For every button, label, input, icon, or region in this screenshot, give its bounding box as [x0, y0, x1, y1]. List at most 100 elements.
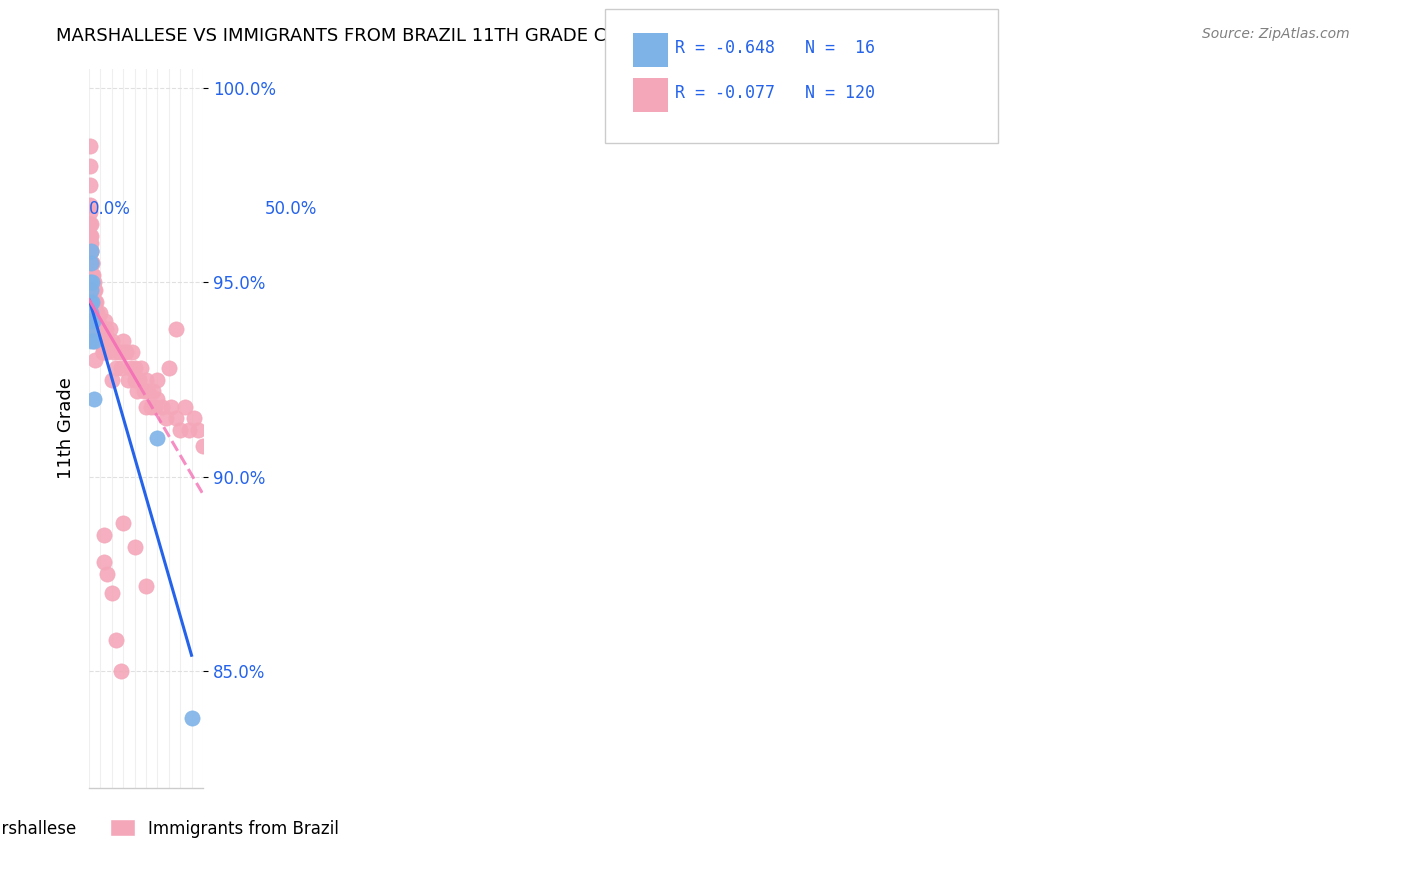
Point	[80, 268, 103, 282]
Point	[97, 334, 120, 348]
Point	[80, 256, 103, 270]
Point	[79, 236, 101, 251]
Point	[82, 283, 104, 297]
Point	[96, 566, 118, 581]
Point	[94, 322, 117, 336]
Point	[86, 306, 108, 320]
Text: MARSHALLESE VS IMMIGRANTS FROM BRAZIL 11TH GRADE CORRELATION CHART: MARSHALLESE VS IMMIGRANTS FROM BRAZIL 11…	[56, 27, 789, 45]
Point	[86, 322, 108, 336]
Point	[84, 283, 107, 297]
Point	[93, 334, 115, 348]
Point	[135, 373, 157, 387]
Point	[83, 314, 105, 328]
Point	[83, 283, 105, 297]
Point	[82, 268, 104, 282]
Point	[80, 236, 103, 251]
Point	[157, 360, 180, 375]
Point	[112, 516, 135, 531]
Point	[131, 360, 153, 375]
Point	[112, 345, 135, 359]
Point	[84, 306, 107, 320]
Point	[173, 400, 195, 414]
Point	[93, 555, 115, 569]
Point	[135, 579, 157, 593]
Point	[80, 294, 103, 309]
Point	[105, 633, 128, 648]
Point	[136, 384, 159, 399]
Point	[79, 276, 101, 290]
Point	[107, 345, 129, 359]
Point	[125, 384, 148, 399]
Point	[114, 345, 136, 359]
Point	[105, 360, 128, 375]
Point	[86, 314, 108, 328]
Point	[80, 294, 103, 309]
Point	[82, 306, 104, 320]
Point	[142, 384, 165, 399]
Point	[90, 322, 112, 336]
Point	[80, 256, 103, 270]
Point	[110, 360, 132, 375]
Legend: Marshallese, Immigrants from Brazil: Marshallese, Immigrants from Brazil	[0, 813, 346, 844]
Point	[82, 294, 104, 309]
Point	[101, 334, 124, 348]
Point	[94, 314, 117, 328]
Point	[121, 345, 143, 359]
Point	[83, 392, 105, 406]
Point	[91, 345, 114, 359]
Point	[80, 244, 103, 259]
Point	[79, 256, 101, 270]
Point	[79, 236, 101, 251]
Point	[146, 431, 169, 445]
Point	[165, 322, 187, 336]
Point	[79, 217, 101, 231]
Point	[101, 373, 124, 387]
Point	[80, 256, 103, 270]
Point	[83, 334, 105, 348]
Point	[79, 159, 101, 173]
Point	[146, 373, 169, 387]
Point	[83, 353, 105, 368]
Point	[83, 314, 105, 328]
Point	[80, 283, 103, 297]
Point	[103, 345, 125, 359]
Point	[79, 178, 101, 193]
Point	[79, 256, 101, 270]
Point	[83, 276, 105, 290]
Point	[82, 256, 104, 270]
Point	[84, 294, 107, 309]
Point	[169, 423, 191, 437]
Point	[82, 302, 104, 317]
Point	[79, 244, 101, 259]
Point	[80, 283, 103, 297]
Point	[89, 306, 111, 320]
Point	[150, 400, 173, 414]
Point	[82, 314, 104, 328]
Point	[80, 244, 103, 259]
Point	[101, 586, 124, 600]
Point	[179, 423, 201, 437]
Point	[80, 294, 103, 309]
Text: Source: ZipAtlas.com: Source: ZipAtlas.com	[1202, 27, 1350, 41]
Point	[83, 306, 105, 320]
Point	[83, 294, 105, 309]
Text: 0.0%: 0.0%	[89, 200, 131, 219]
Point	[82, 276, 104, 290]
Point	[79, 256, 101, 270]
Point	[183, 411, 205, 425]
Point	[79, 228, 101, 243]
Text: R = -0.648   N =  16: R = -0.648 N = 16	[675, 39, 875, 57]
Point	[180, 711, 202, 725]
Point	[80, 283, 103, 297]
Point	[93, 528, 115, 542]
Point	[80, 228, 103, 243]
Point	[80, 306, 103, 320]
Point	[98, 322, 121, 336]
Point	[96, 345, 118, 359]
Point	[110, 664, 132, 678]
Point	[124, 360, 146, 375]
Point	[80, 334, 103, 348]
Point	[79, 276, 101, 290]
Point	[79, 268, 101, 282]
Point	[83, 294, 105, 309]
